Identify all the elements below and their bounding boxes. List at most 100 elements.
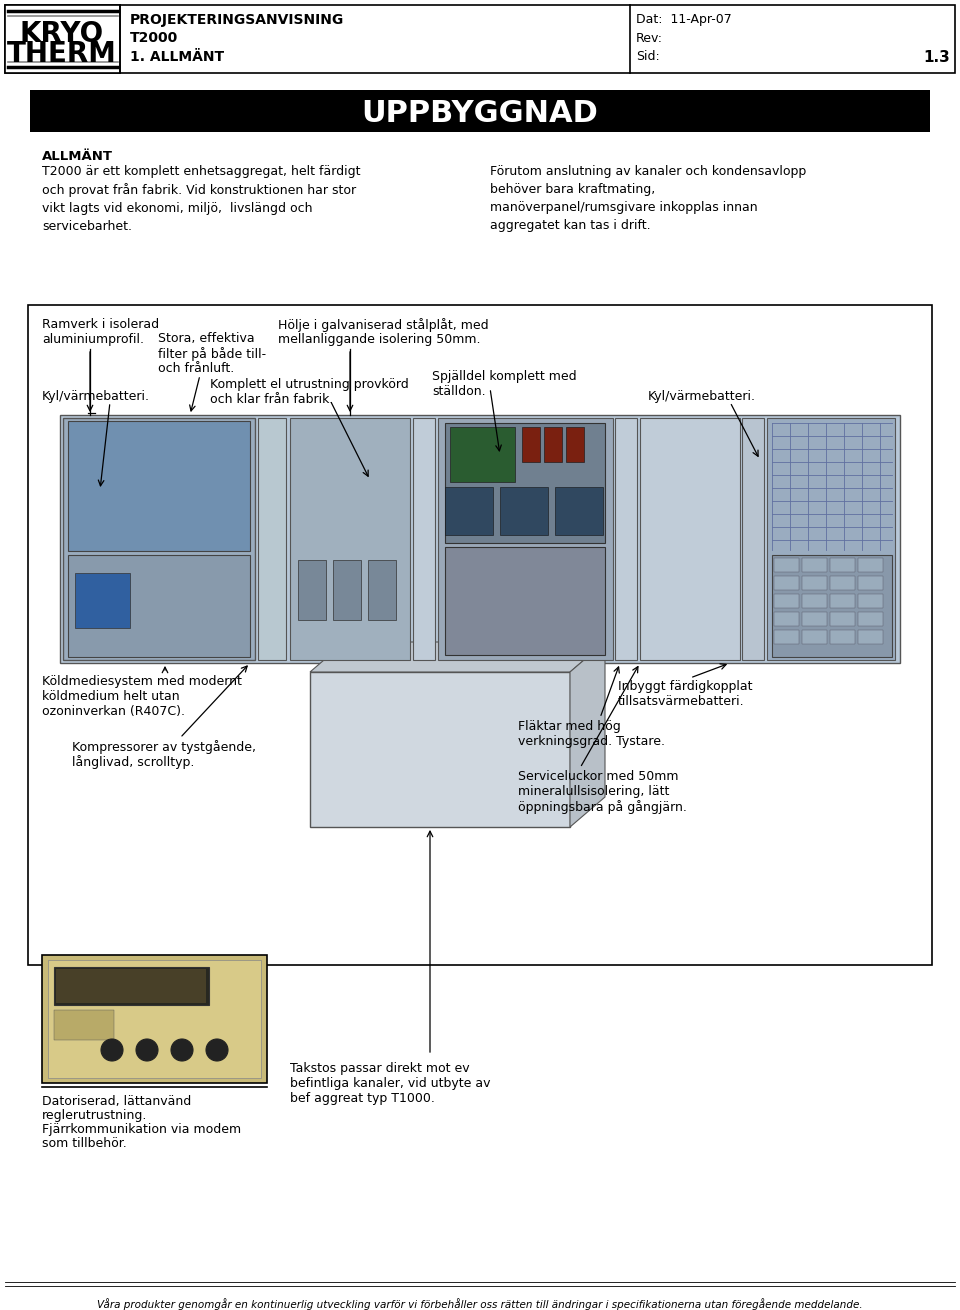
Bar: [802, 612, 827, 626]
Text: T2000 är ett komplett enhetsaggregat, helt färdigt
och provat från fabrik. Vid k: T2000 är ett komplett enhetsaggregat, he…: [42, 165, 361, 233]
Text: Dat:  11-Apr-07: Dat: 11-Apr-07: [636, 13, 732, 26]
Bar: [63, 418, 255, 660]
Text: som tillbehör.: som tillbehör.: [42, 1137, 127, 1150]
Bar: [802, 593, 827, 608]
Bar: [802, 558, 827, 572]
Bar: [830, 630, 855, 645]
Bar: [830, 593, 855, 608]
Bar: [54, 967, 209, 1005]
Bar: [310, 672, 570, 827]
Bar: [772, 555, 892, 658]
Text: Takstos passar direkt mot ev: Takstos passar direkt mot ev: [290, 1062, 469, 1076]
Text: KRYO: KRYO: [20, 20, 104, 48]
Bar: [830, 558, 855, 572]
Text: Spjälldel komplett med: Spjälldel komplett med: [432, 369, 577, 383]
Bar: [438, 418, 613, 660]
Bar: [858, 576, 883, 590]
Bar: [368, 559, 396, 620]
Bar: [830, 576, 855, 590]
Bar: [858, 630, 883, 645]
Text: Förutom anslutning av kanaler och kondensavlopp
behöver bara kraftmating,
manöve: Förutom anslutning av kanaler och konden…: [490, 165, 806, 232]
Bar: [28, 305, 932, 965]
Text: och frånluft.: och frånluft.: [158, 362, 234, 375]
Bar: [60, 415, 900, 663]
Text: filter på både till-: filter på både till-: [158, 347, 266, 362]
Bar: [774, 576, 799, 590]
Bar: [450, 427, 515, 482]
Text: Rev:: Rev:: [636, 31, 663, 45]
Text: Våra produkter genomgår en kontinuerlig utveckling varför vi förbehåller oss rät: Våra produkter genomgår en kontinuerlig …: [97, 1298, 863, 1310]
Text: reglerutrustning.: reglerutrustning.: [42, 1110, 148, 1121]
Bar: [48, 960, 261, 1078]
Polygon shape: [310, 642, 605, 672]
Bar: [640, 418, 740, 660]
Bar: [258, 418, 286, 660]
Text: och klar från fabrik.: och klar från fabrik.: [210, 393, 333, 406]
Text: T2000: T2000: [130, 31, 179, 45]
Text: Kyl/värmebatteri.: Kyl/värmebatteri.: [42, 390, 150, 403]
Bar: [68, 555, 250, 658]
Bar: [767, 418, 895, 660]
Bar: [774, 558, 799, 572]
Circle shape: [171, 1039, 193, 1061]
Text: 1. ALLMÄNT: 1. ALLMÄNT: [130, 50, 224, 64]
Bar: [566, 427, 584, 462]
Text: 1.3: 1.3: [924, 50, 950, 64]
Bar: [413, 418, 435, 660]
Text: Ramverk i isolerad: Ramverk i isolerad: [42, 318, 159, 331]
Bar: [445, 548, 605, 655]
Bar: [68, 421, 250, 552]
Bar: [858, 593, 883, 608]
Text: Fjärrkommunikation via modem: Fjärrkommunikation via modem: [42, 1123, 241, 1136]
Bar: [522, 427, 540, 462]
Bar: [774, 612, 799, 626]
Text: ställdon.: ställdon.: [432, 385, 486, 398]
Text: PROJEKTERINGSANVISNING: PROJEKTERINGSANVISNING: [130, 13, 345, 28]
Circle shape: [136, 1039, 158, 1061]
Text: mineralullsisolering, lätt: mineralullsisolering, lätt: [518, 785, 669, 798]
Bar: [615, 418, 637, 660]
Bar: [500, 487, 548, 534]
Bar: [742, 418, 764, 660]
Text: verkningsgrad. Tystare.: verkningsgrad. Tystare.: [518, 735, 665, 748]
Text: tillsatsvärmebatteri.: tillsatsvärmebatteri.: [618, 696, 745, 707]
Text: aluminiumprofil.: aluminiumprofil.: [42, 333, 144, 346]
Text: Datoriserad, lättanvänd: Datoriserad, lättanvänd: [42, 1095, 191, 1108]
Text: Inbyggt färdigkopplat: Inbyggt färdigkopplat: [618, 680, 753, 693]
Circle shape: [206, 1039, 228, 1061]
Text: Serviceluckor med 50mm: Serviceluckor med 50mm: [518, 770, 679, 783]
Bar: [56, 969, 206, 1003]
Text: bef aggreat typ T1000.: bef aggreat typ T1000.: [290, 1093, 435, 1106]
Bar: [445, 423, 605, 544]
Bar: [54, 1010, 114, 1040]
Bar: [544, 427, 562, 462]
Text: Komplett el utrustning provkörd: Komplett el utrustning provkörd: [210, 379, 409, 390]
Text: befintliga kanaler, vid utbyte av: befintliga kanaler, vid utbyte av: [290, 1077, 491, 1090]
Text: ALLMÄNT: ALLMÄNT: [42, 151, 113, 162]
Bar: [75, 572, 130, 627]
Bar: [774, 593, 799, 608]
Bar: [5, 5, 120, 73]
Text: Kyl/värmebatteri.: Kyl/värmebatteri.: [648, 390, 756, 403]
Bar: [5, 5, 955, 73]
Text: öppningsbara på gångjärn.: öppningsbara på gångjärn.: [518, 800, 686, 814]
Text: Stora, effektiva: Stora, effektiva: [158, 331, 254, 345]
Bar: [802, 630, 827, 645]
Bar: [774, 630, 799, 645]
Text: Köldmediesystem med modernt: Köldmediesystem med modernt: [42, 675, 242, 688]
Text: THERM: THERM: [7, 41, 117, 68]
Text: Fläktar med hög: Fläktar med hög: [518, 721, 621, 734]
Bar: [445, 487, 493, 534]
Bar: [298, 559, 326, 620]
Text: Sid:: Sid:: [636, 51, 660, 63]
Bar: [555, 487, 603, 534]
Text: köldmedium helt utan: köldmedium helt utan: [42, 690, 180, 703]
Bar: [858, 558, 883, 572]
Polygon shape: [570, 642, 605, 827]
Text: UPPBYGGNAD: UPPBYGGNAD: [362, 98, 598, 127]
Text: Hölje i galvaniserad stålplåt, med: Hölje i galvaniserad stålplåt, med: [278, 318, 489, 331]
Circle shape: [101, 1039, 123, 1061]
Bar: [42, 955, 267, 1083]
Bar: [30, 90, 930, 132]
Text: ozoninverkan (R407C).: ozoninverkan (R407C).: [42, 705, 185, 718]
